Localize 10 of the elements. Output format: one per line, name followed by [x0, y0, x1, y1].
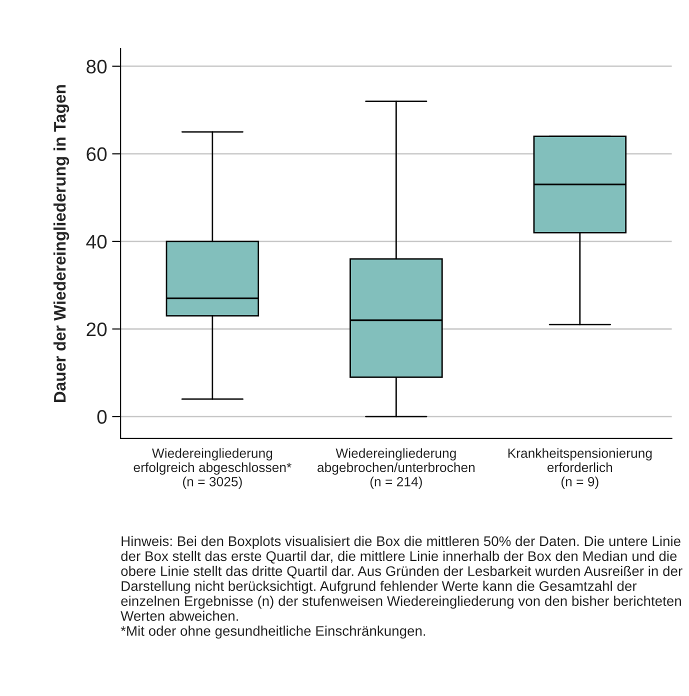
x-tick-label: Krankheitspensionierung erforderlich (n = 9) [508, 448, 652, 489]
y-tick-label: 40 [86, 234, 107, 249]
y-tick-label: 20 [86, 322, 107, 336]
x-tick-label: Wiedereingliederung abgebrochen/unterbrochen (n = 214) [318, 448, 475, 489]
x-tick-label: Wiedereingliederung erfolgreich abgeschlossen* (n = 3025) [134, 448, 292, 489]
y-axis-title: Dauer der Wiedereingliederung in Tagen [53, 85, 70, 402]
y-tick-label: 0 [97, 410, 107, 424]
text: Hinweis: Bei den Boxplots visualisiert die Box die mittleren 50% der Daten. Die untere Linie der Box stellt das erste Quartil dar, die mittlere Linie innerhalb der Box den Median und die obere Linie stellt das dritte Quartil dar. Aus Gründen der Lesbarkeit wurden Ausreißer in der Darstellung nicht berücksichtigt. Aufgrund fehlender Werte kann die Gesamtzahl der einzelnen Ergebnisse (n) der stufenweisen Wiedereingliederung von den bisher berichteten Werten abweichen. *Mit oder ohne gesundheitliche Einschränkungen. [120, 536, 682, 639]
y-tick-label: 60 [86, 147, 107, 162]
y-tick-label: 80 [86, 60, 107, 74]
